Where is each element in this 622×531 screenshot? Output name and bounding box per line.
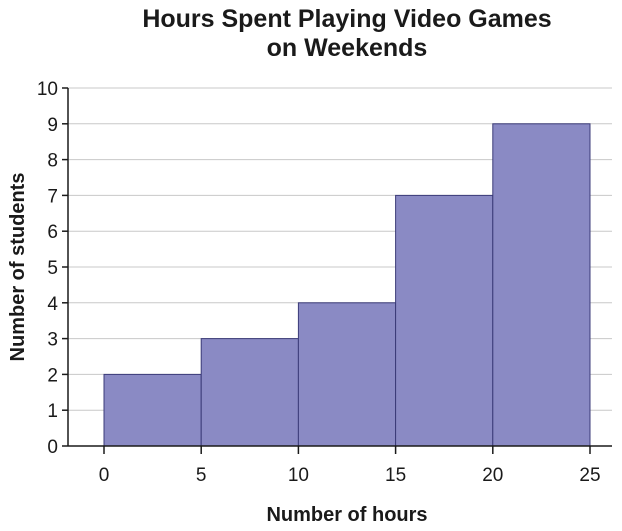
y-tick-labels: 0 1 2 3 4 5 6 7 8 9 10 — [37, 79, 59, 458]
y-tick-label-5: 5 — [47, 258, 58, 279]
y-tick-label-3: 3 — [47, 330, 58, 351]
histogram-bar-5-10 — [200, 338, 299, 447]
x-tick-label-25: 25 — [579, 465, 600, 486]
histogram-bar-20-25 — [492, 123, 591, 447]
x-tick-label-15: 15 — [385, 465, 406, 486]
x-axis-label: Number of hours — [266, 504, 427, 526]
x-tick-label-10: 10 — [288, 465, 309, 486]
chart-title-line-1: Hours Spent Playing Video Games — [142, 5, 551, 33]
histogram-bar-10-15 — [297, 302, 397, 447]
y-tick-label-7: 7 — [47, 186, 58, 207]
y-tick-label-4: 4 — [47, 294, 58, 315]
x-tick-label-0: 0 — [99, 465, 110, 486]
y-tick-label-10: 10 — [37, 79, 58, 100]
x-tick-labels: 0 5 10 15 20 25 — [99, 465, 601, 486]
y-axis-label: Number of students — [7, 173, 29, 362]
y-tick-label-2: 2 — [47, 365, 58, 386]
y-tick-label-1: 1 — [47, 401, 58, 422]
y-tick-label-8: 8 — [47, 151, 58, 172]
x-tick-label-5: 5 — [196, 465, 207, 486]
chart-title-line-2: on Weekends — [267, 34, 428, 62]
histogram-bar-15-20 — [395, 194, 494, 447]
x-tick-label-20: 20 — [482, 465, 503, 486]
axes — [62, 87, 612, 454]
y-tick-label-0: 0 — [47, 437, 58, 458]
histogram-bar-0-5 — [103, 373, 202, 447]
histogram-bars — [103, 123, 591, 447]
y-tick-label-9: 9 — [47, 115, 58, 136]
y-tick-label-6: 6 — [47, 222, 58, 243]
